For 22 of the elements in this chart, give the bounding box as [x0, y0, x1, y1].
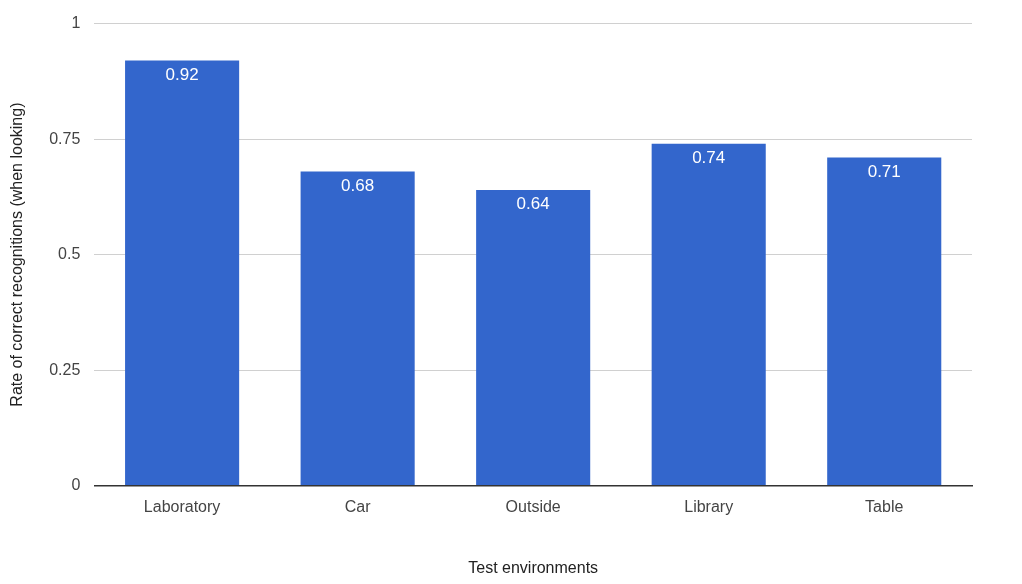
y-tick-label: 0.25 — [49, 360, 81, 378]
y-tick-label: 0.75 — [49, 129, 81, 147]
bar — [827, 157, 942, 486]
x-tick-label: Outside — [505, 497, 561, 515]
bar — [125, 60, 240, 486]
data-label: 0.68 — [341, 175, 375, 195]
y-axis-title: Rate of correct recognitions (when looking) — [8, 102, 26, 407]
x-tick-label: Laboratory — [143, 497, 221, 515]
data-label: 0.71 — [867, 161, 901, 181]
y-tick-label: 0 — [71, 476, 81, 494]
y-tick-label: 0.5 — [58, 245, 81, 263]
x-tick-label: Library — [684, 497, 734, 515]
bar — [300, 171, 415, 486]
bar — [651, 143, 766, 486]
data-label: 0.74 — [692, 147, 726, 167]
data-label: 0.64 — [516, 194, 550, 214]
x-axis-title: Test environments — [468, 558, 599, 576]
bar — [476, 189, 591, 486]
x-tick-label: Table — [865, 497, 904, 515]
data-label: 0.92 — [165, 64, 199, 84]
x-tick-label: Car — [344, 497, 372, 515]
y-tick-label: 1 — [71, 14, 81, 32]
